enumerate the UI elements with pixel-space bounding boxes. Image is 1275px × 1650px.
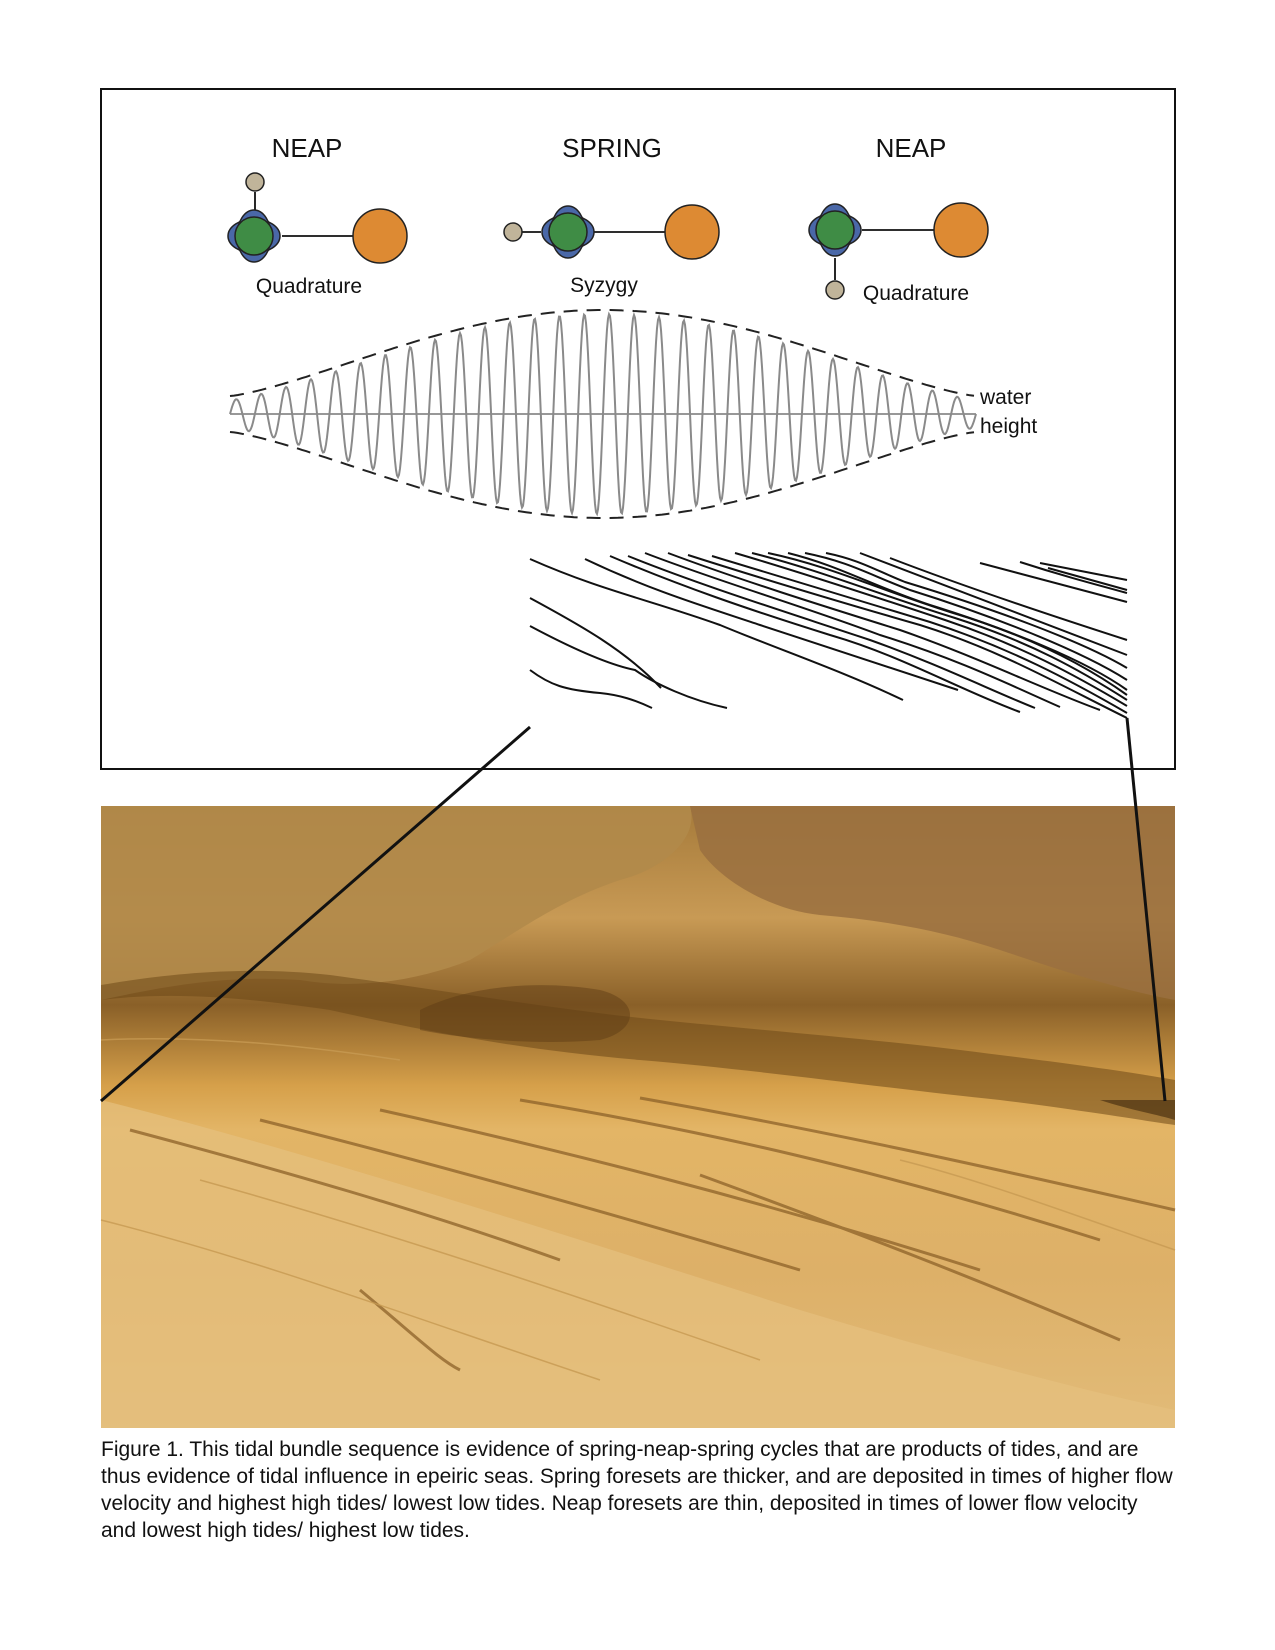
tidal-wave-plot: water height bbox=[229, 309, 1037, 519]
moon-icon bbox=[245, 172, 265, 192]
phase-title-neap-2: NEAP bbox=[876, 133, 947, 163]
spring-neap-envelope-lower bbox=[229, 431, 975, 519]
earth-icon bbox=[548, 212, 588, 252]
alignment-label-syzygy: Syzygy bbox=[570, 274, 638, 297]
moon-icon bbox=[825, 280, 845, 300]
alignment-label-quadrature-1: Quadrature bbox=[256, 275, 362, 298]
syzygy-config: Syzygy bbox=[503, 204, 720, 297]
water-height-label-line1: water bbox=[979, 386, 1031, 409]
earth-icon bbox=[815, 210, 855, 250]
moon-icon bbox=[503, 222, 523, 242]
quadrature-config-2: Quadrature bbox=[808, 202, 989, 305]
foreset-line-drawing bbox=[529, 552, 1128, 719]
water-height-curve bbox=[229, 311, 977, 517]
callout-line-right bbox=[1125, 717, 1167, 1102]
diagram-panel bbox=[100, 88, 1176, 770]
spring-neap-envelope-upper bbox=[229, 309, 975, 397]
figure-caption: Figure 1. This tidal bundle sequence is … bbox=[101, 1438, 1173, 1542]
sun-icon bbox=[933, 202, 989, 258]
callout-line-left bbox=[100, 725, 531, 1103]
phase-title-neap-1: NEAP bbox=[272, 133, 343, 163]
phase-title-spring: SPRING bbox=[562, 133, 662, 163]
quadrature-config-1: Quadrature bbox=[227, 172, 408, 298]
earth-icon bbox=[234, 216, 274, 256]
water-height-label-line2: height bbox=[980, 415, 1037, 438]
alignment-label-quadrature-2: Quadrature bbox=[863, 282, 969, 305]
sandstone-outcrop-photo bbox=[100, 806, 1176, 1428]
sun-icon bbox=[664, 204, 720, 260]
sun-icon bbox=[352, 208, 408, 264]
